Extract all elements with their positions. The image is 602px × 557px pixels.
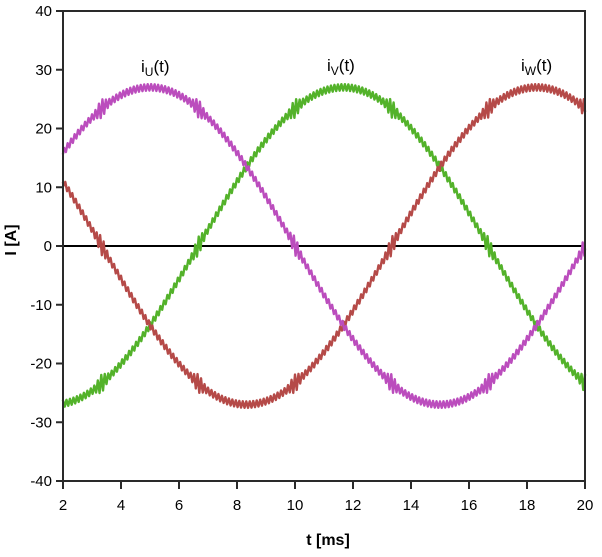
curve-label-iV-suffix: (t) — [339, 56, 355, 75]
curve-label-iU-suffix: (t) — [153, 57, 169, 76]
y-tick-label: 10 — [35, 179, 52, 196]
y-tick-label: -40 — [30, 473, 52, 490]
x-tick-label: 2 — [59, 497, 67, 514]
x-tick-label: 12 — [345, 497, 362, 514]
x-tick-label: 14 — [403, 497, 420, 514]
curve-label-iW: iW(t) — [521, 56, 552, 78]
curves-group — [61, 82, 587, 410]
x-tick-label: 6 — [175, 497, 183, 514]
curve-label-iU-base: i — [141, 57, 145, 76]
y-tick-label: -10 — [30, 297, 52, 314]
x-tick-label: 8 — [233, 497, 241, 514]
y-axis-ticks: 40 30 20 10 0 -10 -20 -30 -40 — [30, 3, 63, 490]
y-tick-label: -20 — [30, 356, 52, 373]
x-axis-ticks: 2 4 6 8 10 12 14 16 18 20 — [59, 481, 594, 514]
y-tick-label: 0 — [44, 238, 52, 255]
curve-label-iU: iU(t) — [141, 57, 170, 79]
x-tick-label: 16 — [461, 497, 478, 514]
y-tick-label: 30 — [35, 62, 52, 79]
curve-label-iW-suffix: (t) — [536, 56, 552, 75]
x-tick-label: 18 — [519, 497, 536, 514]
curve-label-iW-base: i — [521, 56, 525, 75]
x-tick-label: 10 — [287, 497, 304, 514]
x-tick-label: 4 — [117, 497, 125, 514]
x-axis-title: t [ms] — [306, 532, 350, 549]
curve-label-iW-sub: W — [525, 64, 537, 78]
curve-label-iV-base: i — [327, 56, 331, 75]
curve-label-iV-sub: V — [331, 64, 339, 78]
curve-label-iU-sub: U — [145, 65, 154, 79]
curve-label-iV: iV(t) — [327, 56, 355, 78]
y-tick-label: 40 — [35, 3, 52, 20]
series-curve-W — [61, 82, 587, 410]
x-tick-label: 20 — [577, 497, 594, 514]
y-tick-label: -30 — [30, 414, 52, 431]
series-curve-U — [61, 82, 587, 410]
y-axis-title: I [A] — [3, 224, 20, 255]
y-tick-label: 20 — [35, 121, 52, 138]
